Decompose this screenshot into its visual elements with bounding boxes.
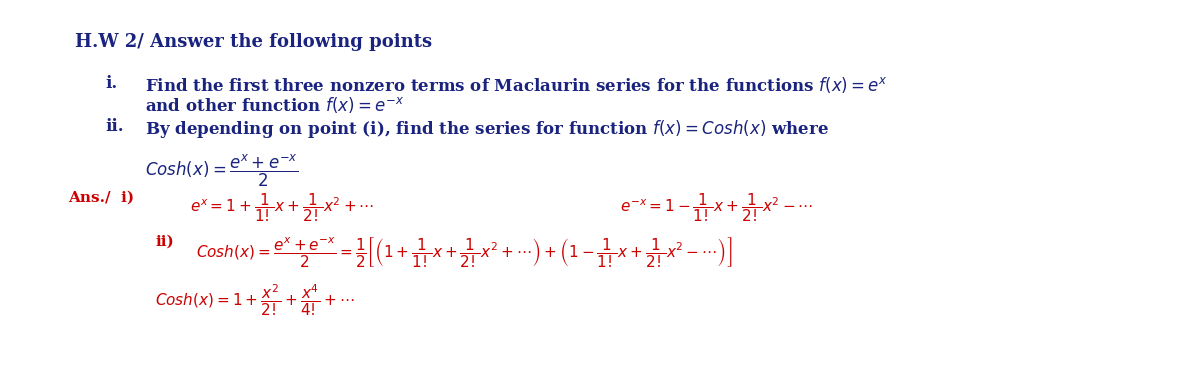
Text: $Cosh(x) = \dfrac{e^{x}+e^{-x}}{2}$: $Cosh(x) = \dfrac{e^{x}+e^{-x}}{2}$: [145, 153, 299, 189]
Text: ii.: ii.: [106, 118, 124, 135]
Text: $e^{-x} = 1 - \dfrac{1}{1!}x + \dfrac{1}{2!}x^{2} - \cdots$: $e^{-x} = 1 - \dfrac{1}{1!}x + \dfrac{1}…: [620, 191, 814, 224]
Text: $e^{x} = 1 + \dfrac{1}{1!}x + \dfrac{1}{2!}x^{2} + \cdots$: $e^{x} = 1 + \dfrac{1}{1!}x + \dfrac{1}{…: [190, 191, 374, 224]
Text: H.W 2/ Answer the following points: H.W 2/ Answer the following points: [74, 33, 432, 51]
Text: $Cosh(x) = 1 + \dfrac{x^{2}}{2!} + \dfrac{x^{4}}{4!} + \cdots$: $Cosh(x) = 1 + \dfrac{x^{2}}{2!} + \dfra…: [155, 283, 355, 319]
Text: Ans./  i): Ans./ i): [68, 191, 134, 205]
Text: By depending on point (i), find the series for function $f(x) = Cosh(x)$ where: By depending on point (i), find the seri…: [145, 118, 829, 140]
Text: Find the first three nonzero terms of Maclaurin series for the functions $f(x) =: Find the first three nonzero terms of Ma…: [145, 75, 888, 95]
Text: and other function $f(x) = e^{-x}$: and other function $f(x) = e^{-x}$: [145, 95, 404, 115]
Text: $Cosh(x) = \dfrac{e^{x}+e^{-x}}{2} = \dfrac{1}{2}\left[\left(1 + \dfrac{1}{1!}x : $Cosh(x) = \dfrac{e^{x}+e^{-x}}{2} = \df…: [196, 235, 732, 269]
Text: ii): ii): [155, 235, 174, 249]
Text: i.: i.: [106, 75, 118, 92]
